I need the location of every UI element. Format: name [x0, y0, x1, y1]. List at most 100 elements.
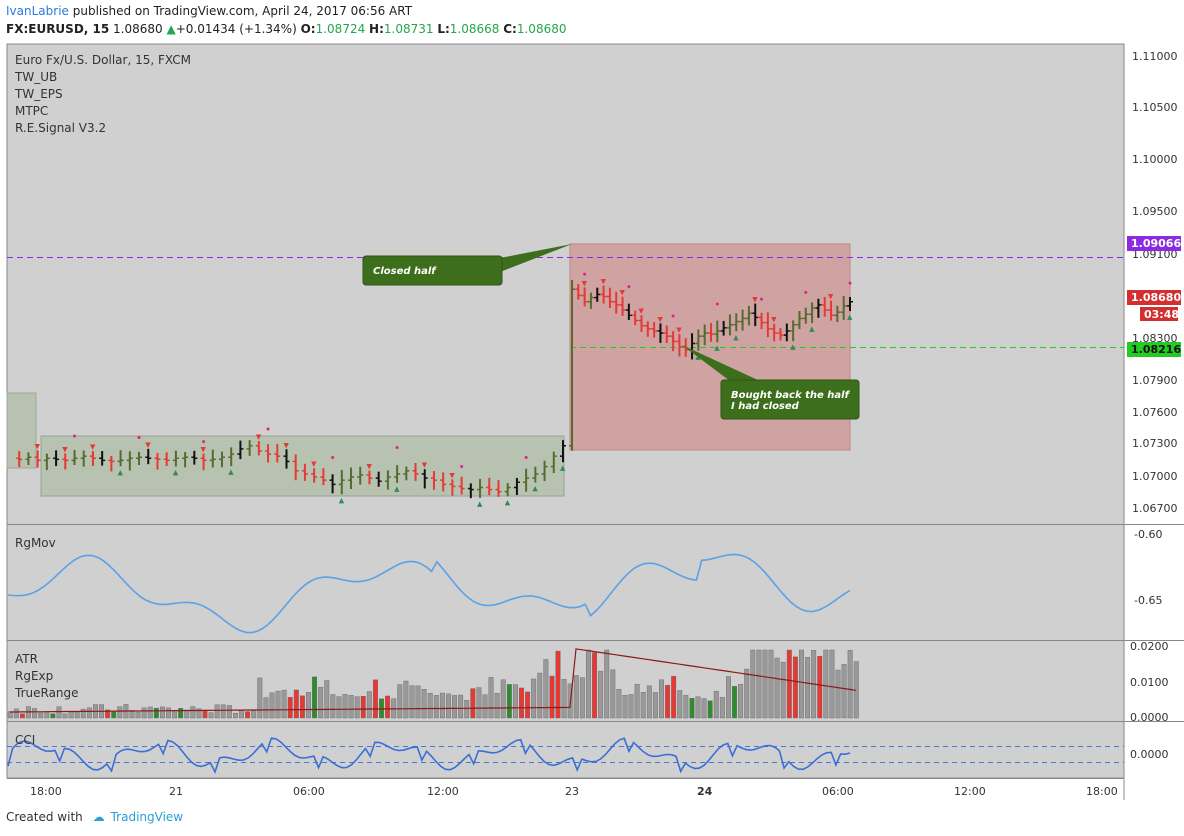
signal-dot	[627, 285, 631, 289]
rgmov-legend[interactable]: RgMov	[15, 536, 56, 550]
true-range-bar	[622, 695, 628, 719]
signal-arrow: ▲	[714, 344, 720, 352]
true-range-bar	[665, 685, 671, 719]
signal-arrow: ▼	[657, 315, 663, 323]
signal-dot	[760, 297, 764, 301]
true-range-bar	[421, 689, 427, 719]
time-tick: 06:00	[822, 785, 854, 798]
signal-dot	[331, 455, 335, 459]
time-tick: 24	[697, 785, 713, 798]
last-price: 1.08680	[113, 22, 163, 36]
true-range-bar	[519, 687, 524, 719]
true-range-bar	[385, 695, 391, 719]
true-range-bar	[841, 664, 847, 719]
truerange-legend[interactable]: TrueRange	[14, 686, 79, 700]
price-change: +0.01434 (+1.34%)	[175, 22, 297, 36]
true-range-bar	[732, 686, 737, 719]
true-range-bar	[458, 694, 464, 719]
cci-pane[interactable]	[7, 722, 1124, 778]
green-price-label	[1127, 342, 1181, 357]
signal-arrow: ▼	[582, 279, 588, 287]
true-range-bar	[44, 711, 50, 719]
true-range-bar	[677, 690, 683, 719]
true-range-bar	[74, 711, 80, 719]
signal-arrow: ▲	[477, 500, 483, 508]
callout-bought-back[interactable]	[720, 379, 860, 420]
true-range-bar	[50, 713, 56, 719]
open-label: O:	[300, 22, 316, 36]
true-range-bar	[147, 706, 153, 719]
signal-arrow: ▲	[809, 325, 815, 333]
true-range-bar	[573, 675, 579, 719]
tradingview-cloud-icon: ☁	[92, 810, 105, 824]
true-range-bar	[196, 708, 202, 719]
true-range-bar	[342, 694, 348, 719]
price-tick: 1.08300	[1132, 332, 1178, 345]
ohlc-header: FX:EURUSD, 15 1.08680 ▲+0.01434 (+1.34%)…	[6, 22, 566, 36]
signal-arrow: ▼	[311, 460, 317, 468]
last-price-label	[1127, 290, 1181, 305]
true-range-bar	[786, 649, 792, 719]
bar-timer-label	[1140, 307, 1178, 321]
legend-study-mtpc[interactable]: MTPC	[15, 104, 48, 118]
true-range-bar	[586, 649, 591, 719]
true-range-bar	[80, 708, 86, 719]
author-link[interactable]: IvanLabrie	[6, 4, 69, 18]
signal-arrow: ▼	[35, 442, 41, 450]
true-range-bar	[683, 695, 689, 719]
true-range-bar	[397, 684, 403, 719]
atr-legend[interactable]: ATR	[15, 652, 38, 666]
signal-arrow: ▼	[422, 461, 428, 469]
price-axis[interactable]	[1124, 44, 1184, 778]
purple-price-label	[1127, 236, 1181, 251]
high-label: H:	[369, 22, 384, 36]
true-range-bar	[628, 694, 634, 719]
signal-arrow: ▲	[532, 485, 538, 493]
true-range-bar	[372, 679, 378, 719]
true-range-bar	[19, 713, 25, 719]
true-range-bar	[324, 680, 330, 719]
true-range-bar	[738, 684, 744, 719]
publish-header: IvanLabrie published on TradingView.com,…	[6, 4, 412, 18]
time-tick: 12:00	[427, 785, 459, 798]
rgmov-pane[interactable]	[7, 525, 1124, 640]
callout-closed-half[interactable]	[362, 255, 503, 286]
signal-arrow: ▲	[228, 468, 234, 476]
legend-study-resignal[interactable]: R.E.Signal V3.2	[15, 121, 106, 135]
true-range-bar	[640, 692, 646, 719]
true-range-bar	[744, 668, 750, 719]
open-value: 1.08724	[315, 22, 366, 36]
true-range-bar	[555, 650, 561, 719]
true-range-bar	[433, 695, 439, 719]
last-price-text: 1.08680	[1131, 291, 1181, 304]
true-range-bar	[446, 693, 451, 719]
true-range-bar	[403, 680, 409, 719]
price-tick: 1.10500	[1132, 101, 1178, 114]
rgexp-legend[interactable]: RgExp	[15, 669, 53, 683]
cci-legend[interactable]: CCI	[15, 733, 35, 747]
consolidation-box	[40, 435, 565, 497]
time-tick: 23	[565, 785, 579, 798]
true-range-bar	[141, 707, 147, 719]
time-tick: 06:00	[293, 785, 325, 798]
true-range-bar	[330, 694, 336, 719]
true-range-bar	[86, 707, 92, 719]
true-range-bar	[713, 691, 719, 719]
true-range-bar	[360, 696, 366, 719]
cci-tick: 0.0000	[1130, 748, 1169, 761]
true-range-bar	[652, 692, 658, 719]
legend-study-tw-eps[interactable]: TW_EPS	[14, 87, 63, 101]
price-tick: 1.11000	[1132, 50, 1178, 63]
signal-arrow: ▼	[366, 463, 372, 471]
legend-study-tw-ub[interactable]: TW_UB	[14, 70, 57, 84]
true-range-bar	[105, 709, 111, 719]
true-range-bar	[579, 677, 585, 719]
tradingview-link[interactable]: TradingView	[110, 810, 184, 824]
legend-instrument[interactable]: Euro Fx/U.S. Dollar, 15, FXCM	[15, 53, 191, 67]
signal-dot	[715, 302, 719, 306]
signal-dot	[460, 464, 464, 468]
atr-tick: 0.0200	[1130, 640, 1169, 653]
true-range-bar	[226, 705, 232, 719]
signal-dot	[137, 435, 141, 439]
